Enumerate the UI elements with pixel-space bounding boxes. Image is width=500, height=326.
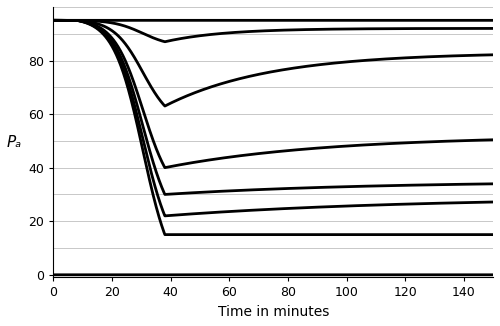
Y-axis label: Pₐ: Pₐ	[7, 135, 22, 150]
X-axis label: Time in minutes: Time in minutes	[218, 305, 329, 319]
